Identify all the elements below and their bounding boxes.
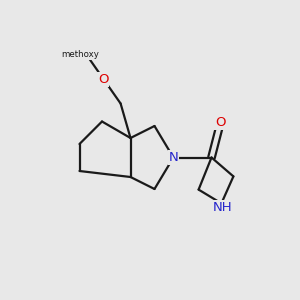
Text: NH: NH — [213, 201, 232, 214]
Text: O: O — [215, 116, 226, 129]
Text: methoxy: methoxy — [61, 50, 99, 59]
Text: N: N — [169, 151, 178, 164]
Text: O: O — [98, 73, 109, 86]
